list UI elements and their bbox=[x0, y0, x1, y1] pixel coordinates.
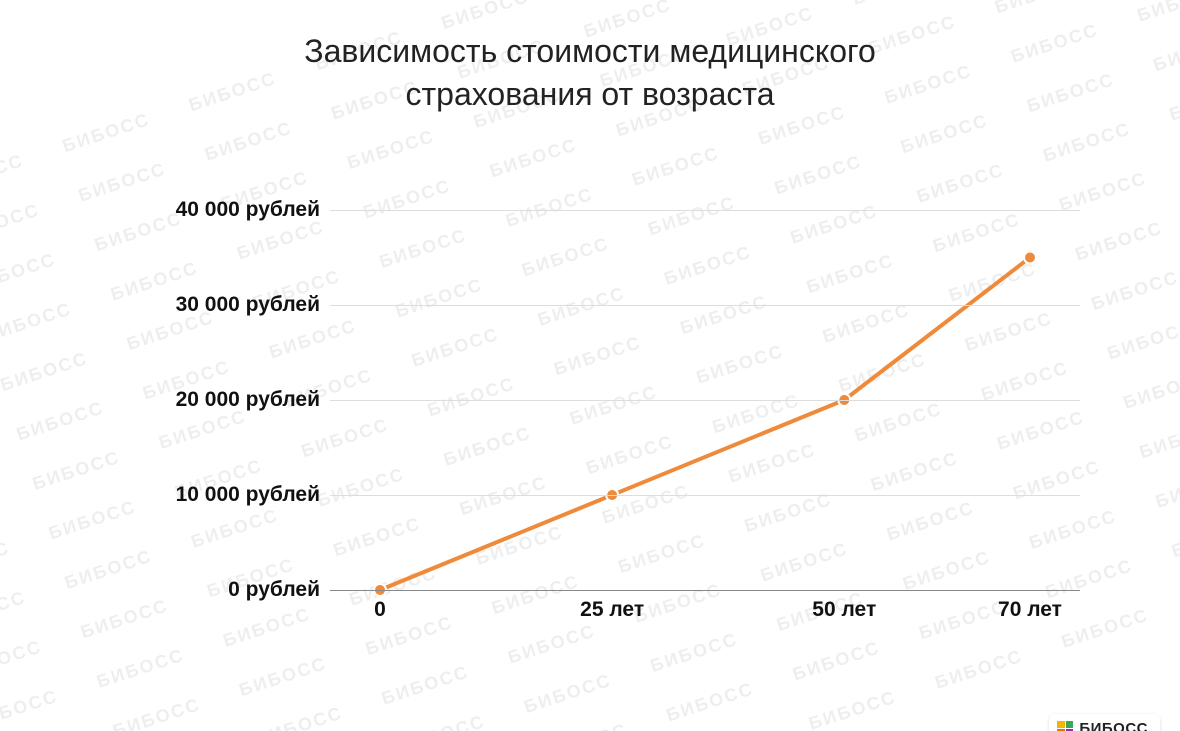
chart-title: Зависимость стоимости медицинскогострахо… bbox=[0, 30, 1180, 116]
brand-text: БИБОСС bbox=[1079, 720, 1148, 731]
y-axis-label: 30 000 рублей bbox=[100, 293, 320, 317]
chart-area: 0 рублей 10 000 рублей 20 000 рублей 30 000… bbox=[100, 210, 1080, 640]
y-axis-label: 10 000 рублей bbox=[100, 483, 320, 507]
y-axis-label: 40 000 рублей bbox=[100, 198, 320, 222]
brand-badge: БИБОСС bbox=[1049, 714, 1160, 731]
x-axis-label: 0 bbox=[374, 598, 386, 622]
plot-region bbox=[330, 210, 1080, 590]
y-axis-label: 0 рублей bbox=[100, 578, 320, 602]
x-axis-label: 25 лет bbox=[580, 598, 644, 622]
x-axis-line bbox=[330, 590, 1080, 591]
chart-container: Зависимость стоимости медицинскогострахо… bbox=[0, 30, 1180, 731]
gridline bbox=[330, 495, 1080, 496]
brand-logo-icon bbox=[1057, 721, 1073, 731]
y-axis-label: 20 000 рублей bbox=[100, 388, 320, 412]
x-axis-label: 50 лет bbox=[812, 598, 876, 622]
x-axis-label: 70 лет bbox=[998, 598, 1062, 622]
gridline bbox=[330, 305, 1080, 306]
gridline bbox=[330, 210, 1080, 211]
gridline bbox=[330, 400, 1080, 401]
